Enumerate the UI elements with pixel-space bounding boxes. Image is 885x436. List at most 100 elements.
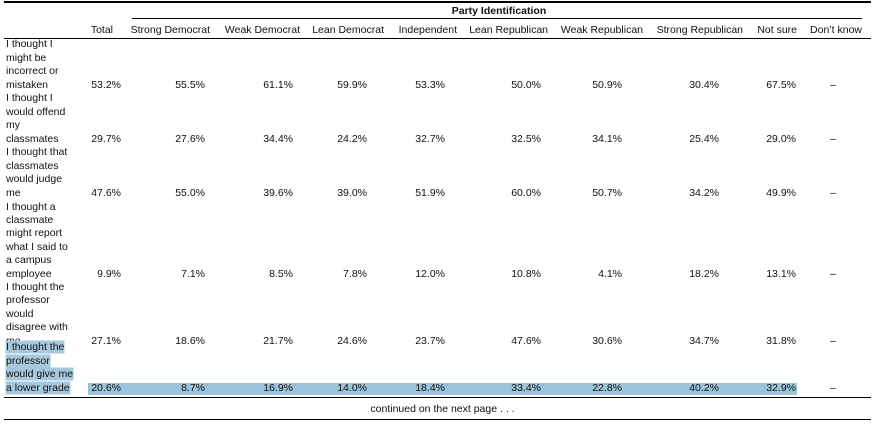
- table-cell: 32.7%: [415, 132, 445, 145]
- table-cell: 60.0%: [511, 186, 541, 199]
- row-label-line: disagree with: [6, 321, 68, 334]
- table-cell: 8.7%: [181, 381, 205, 394]
- table-cell: 8.5%: [269, 267, 293, 280]
- column-header: Not sure: [757, 24, 797, 36]
- table-cell: 47.6%: [511, 334, 541, 347]
- table-cell: 39.6%: [263, 186, 293, 199]
- table-cell: 18.6%: [175, 334, 205, 347]
- column-header: Weak Democrat: [224, 24, 300, 36]
- table-cell: 50.9%: [592, 78, 622, 91]
- table-cell: 22.8%: [592, 381, 622, 394]
- row-label-line: a lower grade: [6, 381, 70, 394]
- table-cell: 53.3%: [415, 78, 445, 91]
- bottom-rule: [4, 419, 871, 420]
- row-label-line: would give me: [6, 368, 74, 381]
- table-cell: –: [830, 132, 836, 145]
- table-cell: 55.0%: [175, 186, 205, 199]
- row-label-line: I thought I: [6, 92, 53, 105]
- table-cell: –: [830, 186, 836, 199]
- column-header: Lean Democrat: [312, 24, 384, 36]
- table-cell: 51.9%: [415, 186, 445, 199]
- table-cell: 21.7%: [263, 334, 293, 347]
- row-label-line: I thought the: [6, 280, 65, 293]
- table-cell: 14.0%: [337, 381, 367, 394]
- row-label-line: would judge: [6, 173, 63, 186]
- table-cell: 24.6%: [337, 334, 367, 347]
- row-highlight: [88, 383, 797, 395]
- column-header: Strong Democrat: [130, 24, 210, 36]
- group-header-rule: [132, 18, 862, 19]
- table-cell: 27.1%: [91, 334, 121, 347]
- table-cell: 32.5%: [511, 132, 541, 145]
- table-cell: 50.0%: [511, 78, 541, 91]
- table-row: I thought a classmate might report what I s…: [0, 201, 885, 281]
- row-label-line: my: [6, 119, 20, 132]
- top-rule: [4, 1, 871, 3]
- table-cell: 61.1%: [263, 78, 293, 91]
- table-cell: 18.2%: [689, 267, 719, 280]
- table-cell: 31.8%: [766, 334, 796, 347]
- table-cell: 29.0%: [766, 132, 796, 145]
- row-label-line: classmates: [6, 159, 59, 172]
- table-cell: 49.9%: [766, 186, 796, 199]
- table-cell: 40.2%: [689, 381, 719, 394]
- row-label-line: might report: [6, 227, 63, 240]
- table-cell: 12.0%: [415, 267, 445, 280]
- column-header: Weak Republican: [560, 24, 643, 36]
- column-header: Total: [90, 24, 113, 36]
- table-cell: 25.4%: [689, 132, 719, 145]
- row-label: I thought a classmate might report what I s…: [6, 201, 76, 281]
- row-label: I thought the professor would disagree with…: [6, 281, 76, 348]
- column-header: Strong Republican: [656, 24, 743, 36]
- table-cell: 30.6%: [592, 334, 622, 347]
- table-cell: 16.9%: [263, 381, 293, 394]
- table-row: I thought the professor would give me a low…: [0, 341, 885, 395]
- table-cell: 20.6%: [91, 381, 121, 394]
- table-cell: 30.4%: [689, 78, 719, 91]
- body-bottom-rule: [4, 397, 871, 398]
- table-cell: 18.4%: [415, 381, 445, 394]
- row-label-line: incorrect or: [6, 65, 59, 78]
- table-row: I thought the professor would disagree with…: [0, 281, 885, 348]
- table-cell: 23.7%: [415, 334, 445, 347]
- row-label: I thought that classmates would judge me: [6, 146, 76, 200]
- table-cell: –: [830, 267, 836, 280]
- row-label-line: mistaken: [6, 78, 49, 91]
- header-rule: [4, 38, 871, 39]
- table-cell: 34.4%: [263, 132, 293, 145]
- table-cell: 33.4%: [511, 381, 541, 394]
- row-label-line: a campus: [6, 254, 52, 267]
- row-label-line: employee: [6, 267, 52, 280]
- row-label-line: classmate: [6, 213, 54, 226]
- table-cell: 7.1%: [181, 267, 205, 280]
- table-cell: 53.2%: [91, 78, 121, 91]
- table-row: I thought that classmates would judge me 47.…: [0, 146, 885, 200]
- row-label-line: professor: [6, 354, 50, 367]
- group-header: Party Identification: [451, 5, 547, 17]
- table-cell: –: [830, 334, 836, 347]
- table-cell: 55.5%: [175, 78, 205, 91]
- table-cell: 59.9%: [337, 78, 367, 91]
- table-cell: –: [830, 381, 836, 394]
- table-cell: 47.6%: [91, 186, 121, 199]
- table-cell: 50.7%: [592, 186, 622, 199]
- table-cell: 24.2%: [337, 132, 367, 145]
- row-label-line: what I said to: [6, 240, 68, 253]
- table-cell: 34.2%: [689, 186, 719, 199]
- row-label-line: classmates: [6, 132, 59, 145]
- row-label-line: would: [6, 307, 34, 320]
- table-cell: 67.5%: [766, 78, 796, 91]
- row-label-line: professor: [6, 294, 50, 307]
- table-cell: 7.8%: [343, 267, 367, 280]
- table-cell: 9.9%: [97, 267, 121, 280]
- table-cell: 34.7%: [689, 334, 719, 347]
- continued-note: continued on the next page . . .: [370, 403, 515, 415]
- row-label-line: might be: [6, 51, 47, 64]
- table-cell: 13.1%: [766, 267, 796, 280]
- table-cell: 10.8%: [511, 267, 541, 280]
- column-header: Don’t know: [810, 24, 862, 36]
